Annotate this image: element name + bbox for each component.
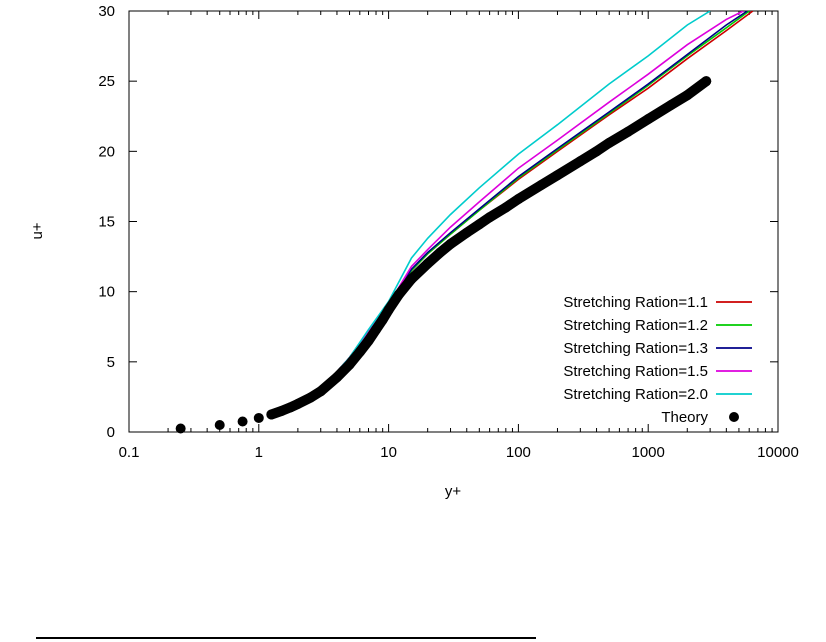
ticks: 0.1 1 10 100 1000 10000 0 5 10 15 20 25 30 [98,3,799,461]
y-tick-label: 0 [107,424,115,441]
legend-label: Stretching Ration=1.2 [563,317,708,334]
y-tick-label: 10 [98,284,115,301]
legend-label: Stretching Ration=1.5 [563,363,708,380]
theory-dense-line [266,76,712,420]
legend: Stretching Ration=1.1 Stretching Ration=1… [563,294,752,426]
x-tick-label: 0.1 [119,444,140,461]
y-tick-label: 20 [98,143,115,160]
theory-point [237,416,248,427]
y-axis-title: u+ [29,222,46,239]
y-tick-label: 5 [107,354,115,371]
x-tick-label: 1000 [632,444,665,461]
x-tick-label: 1 [255,444,263,461]
legend-swatch [729,412,739,422]
footer-rule [36,637,536,639]
x-tick-label: 10 [380,444,397,461]
y-tick-label: 30 [98,3,115,20]
theory-point [253,412,264,423]
legend-label: Stretching Ration=2.0 [563,386,708,403]
x-axis-title: y+ [445,483,462,500]
theory-point [175,423,186,434]
series-layer [175,11,754,434]
series-theory-points [175,76,712,434]
legend-label: Theory [661,409,708,426]
x-tick-label: 100 [506,444,531,461]
legend-label: Stretching Ration=1.1 [563,294,708,311]
y-tick-label: 25 [98,73,115,90]
legend-label: Stretching Ration=1.3 [563,340,708,357]
x-tick-label: 10000 [757,444,799,461]
y-tick-label: 15 [98,214,115,231]
theory-point [214,419,225,430]
